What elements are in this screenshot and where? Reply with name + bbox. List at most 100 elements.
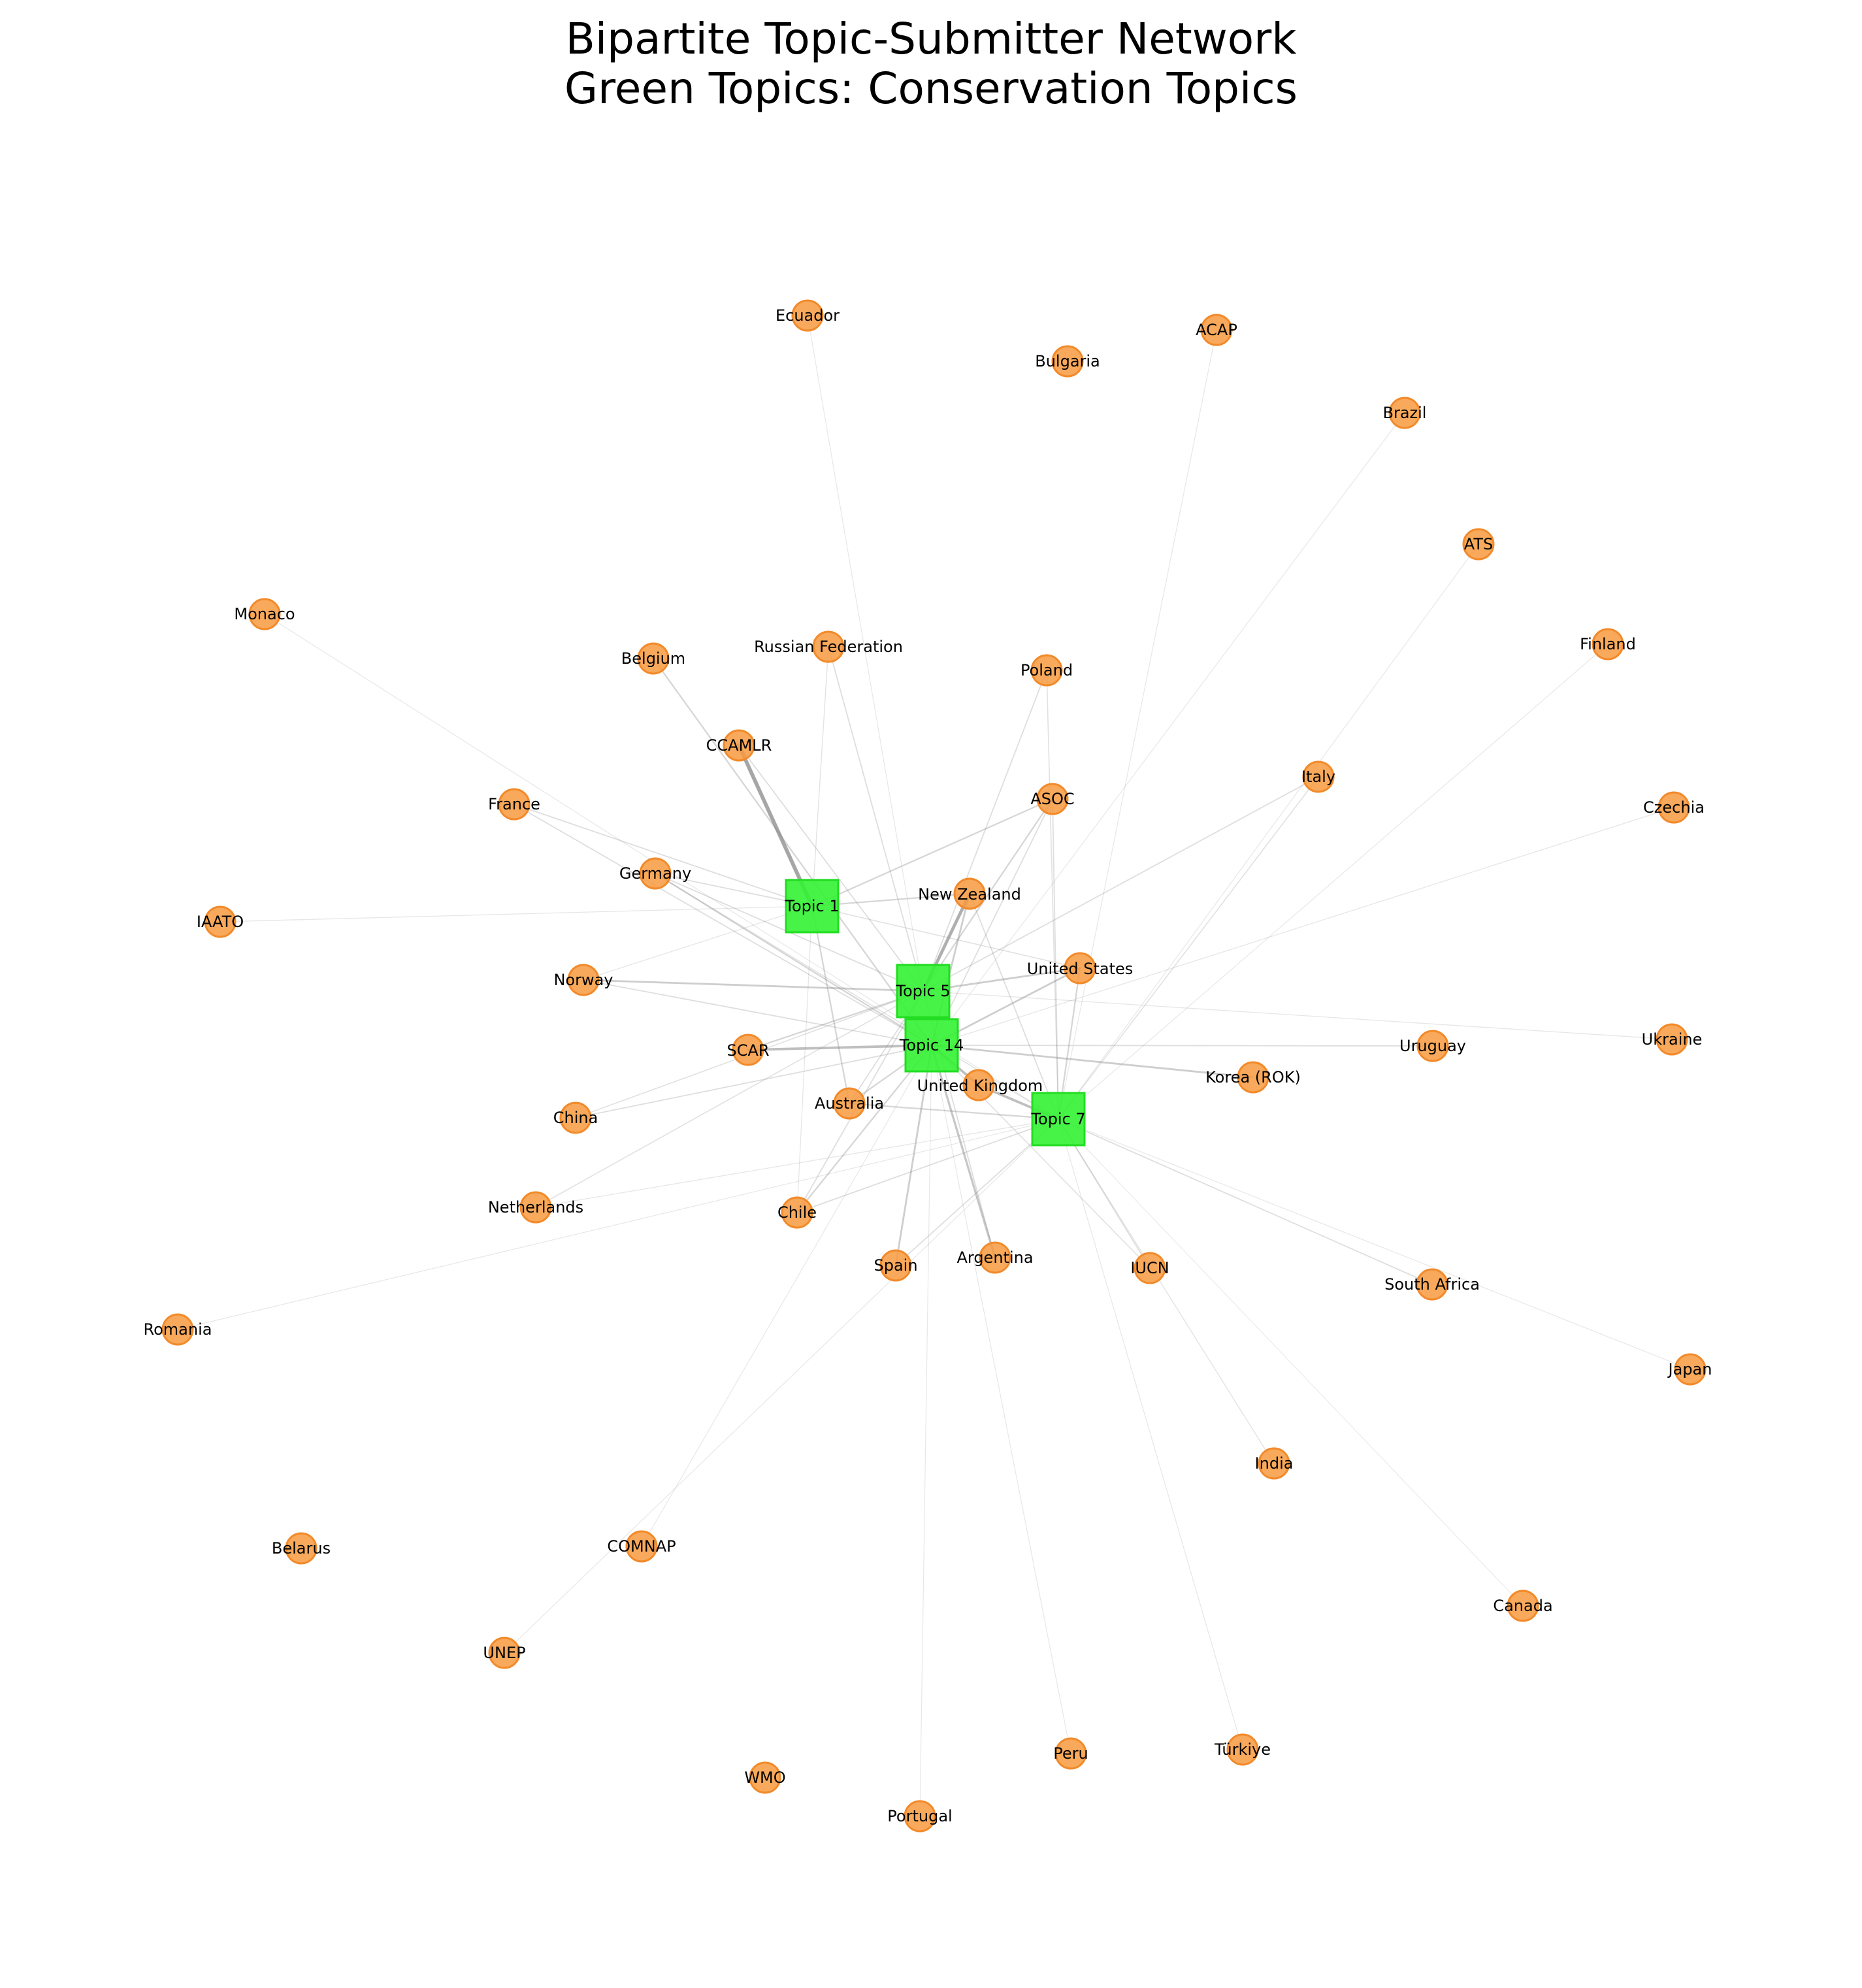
submitter-marker (1134, 1252, 1166, 1284)
topic-marker (904, 1018, 959, 1073)
edge-topic-14-portugal (919, 1045, 932, 1817)
edge-topic-5-scar (747, 990, 924, 1051)
submitter-label: SCAR (727, 1041, 769, 1060)
submitter-marker (1592, 628, 1624, 660)
edge-topic-1-australia (811, 905, 851, 1105)
submitter-marker (1054, 1737, 1087, 1770)
submitter-node-scar: SCAR (727, 1034, 770, 1066)
submitter-label: Brazil (1383, 404, 1427, 422)
submitter-node-norway: Norway (553, 964, 613, 996)
submitter-label: United Kingdom (917, 1077, 1043, 1095)
submitter-label: France (488, 795, 540, 813)
submitter-marker (519, 1191, 552, 1224)
edge-topic-7-new-zealand (969, 893, 1059, 1120)
submitter-node-peru: Peru (1053, 1737, 1088, 1770)
submitter-label: Ecuador (776, 306, 840, 325)
submitter-marker (1200, 314, 1233, 346)
submitter-marker (833, 1087, 866, 1120)
submitter-node-ats: ATS (1462, 528, 1495, 561)
submitter-node-new-zealand: New Zealand (918, 877, 1021, 910)
edge-topic-14-belgium (652, 657, 933, 1047)
submitter-node-spain: Spain (874, 1249, 918, 1282)
submitter-marker (723, 729, 755, 762)
submitter-label: Bulgaria (1035, 352, 1100, 370)
edge-topic-5-ecuador (807, 315, 924, 992)
edge-topic-14-czechia (931, 807, 1674, 1046)
edge-topic-14-uruguay (931, 1045, 1433, 1047)
edge-topic-7-acap (1058, 329, 1217, 1120)
topic-label: Topic 1 (784, 897, 839, 915)
submitter-marker (1237, 1061, 1269, 1094)
edge-topic-7-romania (177, 1118, 1059, 1330)
submitter-label: New Zealand (918, 885, 1021, 904)
submitter-label: ASOC (1030, 790, 1074, 808)
submitter-node-wmo: WMO (744, 1761, 786, 1794)
submitter-marker (1658, 791, 1690, 824)
submitter-node-netherlands: Netherlands (488, 1191, 583, 1224)
edge-topic-5-italy (923, 776, 1319, 992)
submitter-marker (639, 857, 672, 890)
submitter-label: Romania (144, 1320, 212, 1339)
submitter-marker (904, 1800, 936, 1833)
edge-topic-14-scar (747, 1044, 933, 1051)
submitter-node-korea-rok: Korea (ROK) (1205, 1061, 1301, 1094)
submitter-node-comnap: COMNAP (607, 1530, 676, 1563)
edge-topic-7-chile (796, 1118, 1059, 1213)
submitter-node-italy: Italy (1301, 760, 1335, 793)
submitter-label: Türkiye (1214, 1740, 1271, 1759)
edge-topic-1-united-states (811, 905, 1081, 969)
submitter-node-asoc: ASOC (1030, 783, 1075, 815)
submitter-marker (791, 299, 824, 332)
submitter-label: Australia (815, 1094, 884, 1113)
nodes-layer: Ecuador ACAP Bulgaria Brazil ATS Monaco Finlan… (144, 299, 1712, 1833)
submitter-node-belarus: Belarus (272, 1532, 331, 1565)
submitter-label: ACAP (1196, 321, 1237, 339)
edge-topic-14-asoc (931, 798, 1053, 1046)
submitter-marker (1258, 1447, 1290, 1480)
edge-topic-7-turkiye (1058, 1118, 1243, 1750)
submitter-node-ccamlr: CCAMLR (706, 729, 772, 762)
edge-topic-1-russian-federation (811, 646, 829, 907)
edge-topic-14-spain (894, 1044, 933, 1267)
submitter-node-unep: UNEP (483, 1637, 526, 1669)
submitter-node-bulgaria: Bulgaria (1035, 345, 1100, 378)
submitter-marker (637, 642, 670, 675)
edge-topic-14-peru (931, 1045, 1071, 1754)
submitter-label: Poland (1021, 661, 1073, 679)
submitter-node-monaco: Monaco (234, 598, 295, 630)
edge-topic-1-asoc (811, 798, 1054, 907)
edge-topic-7-poland (1046, 670, 1059, 1120)
submitter-label: Canada (1493, 1597, 1552, 1615)
submitter-label: Norway (553, 971, 613, 989)
submitter-label: IAATO (197, 913, 244, 931)
edge-topic-5-russian-federation (828, 646, 924, 992)
submitter-label: Belarus (272, 1539, 331, 1557)
submitter-marker (749, 1761, 781, 1794)
edge-topic-7-ats (1058, 544, 1479, 1120)
submitter-node-china: China (553, 1101, 598, 1134)
submitter-marker (1462, 528, 1495, 561)
edge-topic-1-iaato (220, 905, 813, 922)
submitter-label: COMNAP (607, 1537, 676, 1556)
edge-topic-14-chile (796, 1044, 933, 1214)
topic-marker (785, 879, 840, 934)
edge-topic-1-france (514, 804, 813, 907)
submitter-label: South Africa (1384, 1275, 1480, 1294)
submitter-node-russian-federation: Russian Federation (754, 630, 903, 663)
submitter-label: WMO (744, 1768, 785, 1787)
submitter-marker (953, 877, 986, 910)
submitter-marker (285, 1532, 318, 1565)
submitter-node-czechia: Czechia (1643, 791, 1705, 824)
submitter-node-india: India (1255, 1447, 1293, 1480)
edge-topic-5-asoc (922, 798, 1054, 992)
figure-title-line-1: Bipartite Topic-Submitter Network (566, 14, 1298, 64)
submitter-node-chile: Chile (777, 1196, 817, 1229)
submitter-node-germany: Germany (619, 857, 691, 890)
topic-label: Topic 5 (895, 982, 950, 1000)
submitter-label: ATS (1464, 535, 1493, 553)
submitter-label: Chile (777, 1203, 817, 1222)
submitter-node-turkiye: Türkiye (1214, 1733, 1271, 1766)
submitter-node-iaato: IAATO (197, 905, 244, 938)
submitter-node-south-africa: South Africa (1384, 1268, 1480, 1301)
